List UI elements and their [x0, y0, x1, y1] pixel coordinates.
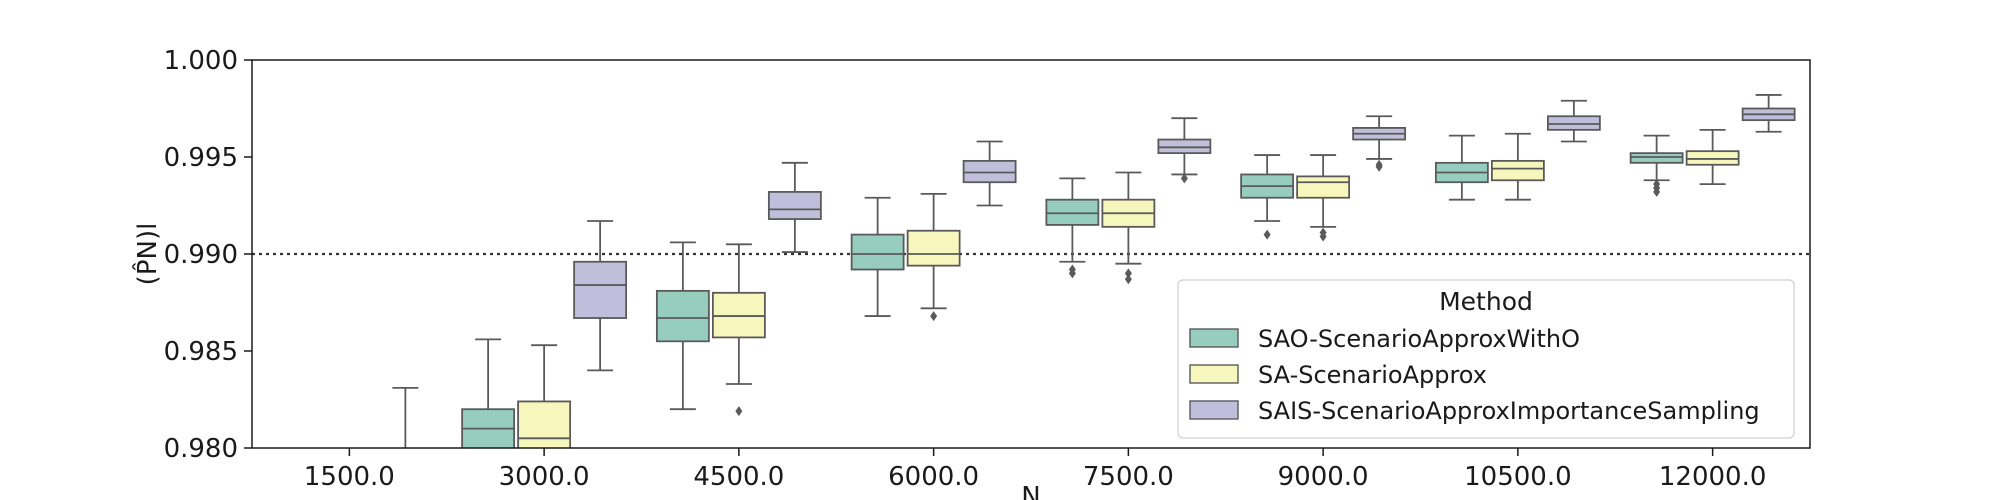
y-axis-title: (P̂N)l [131, 223, 163, 286]
flier-point [1068, 268, 1076, 279]
box-SAIS-ScenarioApproxImportanceSampling-1500.0 [392, 386, 419, 448]
x-tick-label: 12000.0 [1659, 462, 1767, 492]
box-body [573, 260, 628, 319]
box-body [1685, 150, 1740, 166]
box-SAO-ScenarioApproxWithO-7500.0 [1045, 177, 1100, 279]
box-body [1629, 152, 1684, 164]
box-SAIS-ScenarioApproxImportanceSampling-6000.0 [962, 140, 1017, 207]
flier-point [1319, 231, 1327, 242]
x-axis-title: N [1021, 482, 1040, 500]
x-tick-label: 6000.0 [888, 462, 979, 492]
box-SA-ScenarioApprox-3000.0 [517, 344, 572, 448]
box-SAIS-ScenarioApproxImportanceSampling-4500.0 [767, 161, 822, 253]
y-tick-label: 0.990 [164, 240, 238, 270]
box-SA-ScenarioApprox-4500.0 [711, 243, 766, 417]
legend-title: Method [1439, 287, 1533, 316]
x-tick-label: 7500.0 [1083, 462, 1174, 492]
flier-point [735, 406, 743, 417]
legend-entry-label: SAIS-ScenarioApproxImportanceSampling [1258, 397, 1760, 425]
legend-swatch [1189, 364, 1239, 384]
y-tick-label: 0.995 [164, 143, 238, 173]
box-SA-ScenarioApprox-9000.0 [1296, 154, 1351, 242]
box-SAO-ScenarioApproxWithO-12000.0 [1629, 134, 1684, 197]
box-SAO-ScenarioApproxWithO-6000.0 [850, 196, 905, 317]
box-body [850, 233, 905, 271]
box-body [767, 191, 822, 220]
flier-point [1124, 274, 1132, 285]
y-tick-label: 1.000 [164, 46, 238, 76]
box-SAO-ScenarioApproxWithO-10500.0 [1434, 134, 1489, 201]
box-body [962, 159, 1017, 184]
legend-entry-label: SAO-ScenarioApproxWithO [1258, 325, 1580, 353]
box-SAIS-ScenarioApproxImportanceSampling-10500.0 [1546, 99, 1601, 143]
legend-swatch [1189, 328, 1239, 348]
box-body [906, 229, 961, 267]
box-SA-ScenarioApprox-12000.0 [1685, 128, 1740, 186]
flier-point [1263, 229, 1271, 240]
box-body [711, 291, 766, 339]
box-SAO-ScenarioApproxWithO-4500.0 [655, 241, 710, 411]
x-tick-label: 10500.0 [1464, 462, 1572, 492]
legend-entry-label: SA-ScenarioApprox [1258, 361, 1487, 389]
box-body [1157, 138, 1212, 155]
x-tick-label: 9000.0 [1278, 462, 1369, 492]
x-tick-label: 4500.0 [693, 462, 784, 492]
y-tick-label: 0.985 [164, 337, 238, 367]
box-body [1296, 175, 1351, 199]
x-axis: 1500.0 3000.0 4500.0 6000.0 7500.0 9000.0 1050… [304, 448, 1767, 492]
flier-point [1653, 186, 1661, 197]
box-SA-ScenarioApprox-10500.0 [1490, 132, 1545, 201]
box-SAIS-ScenarioApproxImportanceSampling-7500.0 [1157, 117, 1212, 184]
legend-swatch [1189, 400, 1239, 420]
legend-frame [1177, 279, 1795, 439]
box-SA-ScenarioApprox-6000.0 [906, 192, 961, 322]
plot-area [252, 94, 1810, 448]
y-axis: 0.980 0.985 0.990 0.995 1.000 [164, 46, 252, 464]
box-SAO-ScenarioApproxWithO-3000.0 [461, 338, 516, 448]
box-SA-ScenarioApprox-7500.0 [1101, 171, 1156, 285]
box-body [461, 408, 516, 448]
flier-point [1375, 161, 1383, 172]
legend: Method SAO-ScenarioApproxWithO SA-Scenario… [1177, 279, 1795, 439]
x-tick-label: 3000.0 [499, 462, 590, 492]
x-tick-label: 1500.0 [304, 462, 395, 492]
box-body [655, 289, 710, 343]
box-body [1045, 198, 1100, 226]
flier-point [1180, 173, 1188, 184]
flier-point [1124, 268, 1132, 279]
svg-text:(P̂N)l: (P̂N)l [131, 223, 163, 286]
box-body [1490, 159, 1545, 182]
y-tick-label: 0.980 [164, 434, 238, 464]
box-body [517, 400, 572, 448]
box-SAO-ScenarioApproxWithO-9000.0 [1240, 154, 1295, 240]
box-SAIS-ScenarioApproxImportanceSampling-3000.0 [573, 220, 628, 372]
box-SAIS-ScenarioApproxImportanceSampling-12000.0 [1741, 94, 1796, 133]
box-SAIS-ScenarioApproxImportanceSampling-9000.0 [1352, 115, 1407, 172]
box-body [1546, 115, 1601, 131]
flier-point [930, 311, 938, 322]
